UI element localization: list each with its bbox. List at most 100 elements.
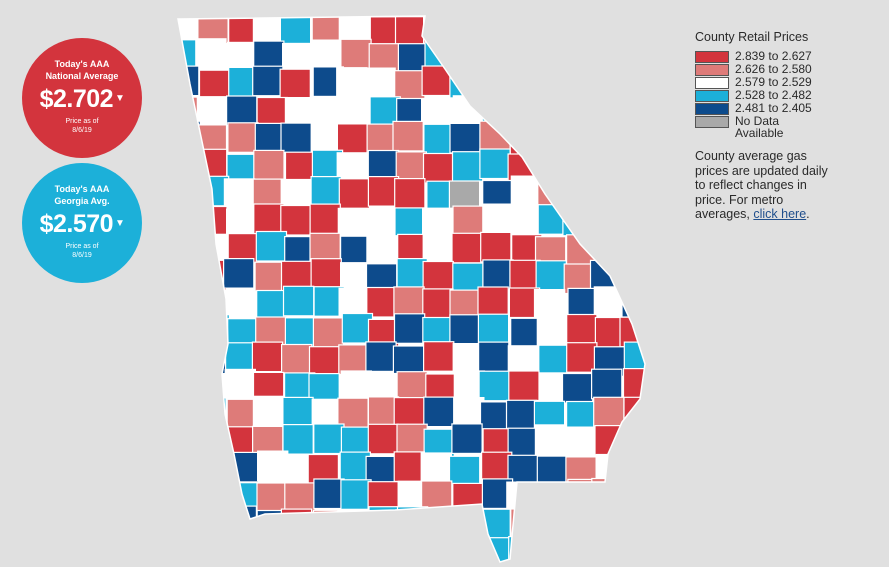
county-region[interactable] <box>252 395 285 427</box>
county-region[interactable] <box>173 180 204 211</box>
county-region[interactable] <box>618 42 650 74</box>
county-region[interactable] <box>337 397 369 429</box>
county-region[interactable] <box>452 95 485 126</box>
county-region[interactable] <box>228 534 261 564</box>
county-region[interactable] <box>536 122 569 153</box>
county-region[interactable] <box>479 401 512 432</box>
county-region[interactable] <box>482 259 514 290</box>
county-region[interactable] <box>367 423 400 455</box>
county-region[interactable] <box>337 207 370 239</box>
county-region[interactable] <box>308 373 340 404</box>
county-region[interactable] <box>620 92 650 124</box>
county-region[interactable] <box>536 317 569 348</box>
county-region[interactable] <box>534 424 567 455</box>
county-region[interactable] <box>310 176 342 207</box>
county-region[interactable] <box>535 260 567 291</box>
county-region[interactable] <box>566 342 598 373</box>
county-region[interactable] <box>590 205 622 236</box>
county-region[interactable] <box>337 510 369 541</box>
georgia-county-map[interactable] <box>170 14 650 564</box>
county-region[interactable] <box>227 122 259 153</box>
county-region[interactable] <box>170 287 200 319</box>
county-region[interactable] <box>199 455 232 487</box>
county-region[interactable] <box>506 43 539 75</box>
county-region[interactable] <box>392 120 424 152</box>
county-region[interactable] <box>394 207 426 238</box>
georgia-average-badge[interactable]: Today's AAA Georgia Avg. $2.570 ▼ Price a… <box>22 163 142 283</box>
county-region[interactable] <box>479 120 511 152</box>
county-region[interactable] <box>282 396 314 428</box>
county-region[interactable] <box>170 424 200 456</box>
county-region[interactable] <box>256 289 288 321</box>
county-region[interactable] <box>537 175 569 207</box>
county-region[interactable] <box>451 232 483 264</box>
county-region[interactable] <box>255 230 288 262</box>
county-region[interactable] <box>393 397 425 428</box>
county-region[interactable] <box>480 231 512 263</box>
county-region[interactable] <box>366 235 398 266</box>
county-region[interactable] <box>454 534 486 565</box>
county-region[interactable] <box>280 343 313 375</box>
county-region[interactable] <box>280 204 312 236</box>
county-region[interactable] <box>336 152 368 183</box>
county-region[interactable] <box>309 232 341 264</box>
county-region[interactable] <box>590 94 623 125</box>
county-region[interactable] <box>366 286 398 318</box>
county-region[interactable] <box>309 203 341 235</box>
county-region[interactable] <box>222 258 255 289</box>
county-region[interactable] <box>566 313 598 345</box>
county-region[interactable] <box>591 124 623 155</box>
county-region[interactable] <box>280 178 312 210</box>
county-region[interactable] <box>567 478 599 510</box>
county-region[interactable] <box>423 396 455 428</box>
county-region[interactable] <box>478 370 510 402</box>
county-region[interactable] <box>393 451 425 482</box>
county-region[interactable] <box>592 149 624 181</box>
county-region[interactable] <box>623 341 650 373</box>
county-region[interactable] <box>422 152 455 184</box>
county-region[interactable] <box>197 510 229 542</box>
county-region[interactable] <box>254 261 286 293</box>
county-region[interactable] <box>170 401 200 432</box>
county-region[interactable] <box>195 397 227 428</box>
county-region[interactable] <box>561 506 594 538</box>
county-region[interactable] <box>592 14 625 43</box>
county-region[interactable] <box>308 346 341 377</box>
county-region[interactable] <box>227 451 259 483</box>
county-region[interactable] <box>336 123 369 155</box>
county-region[interactable] <box>196 96 229 127</box>
county-region[interactable] <box>340 38 372 70</box>
county-region[interactable] <box>595 41 627 73</box>
county-region[interactable] <box>195 148 228 180</box>
county-region[interactable] <box>282 285 315 317</box>
county-region[interactable] <box>567 287 599 319</box>
county-region[interactable] <box>422 234 454 265</box>
county-region[interactable] <box>338 97 371 128</box>
county-region[interactable] <box>452 482 484 514</box>
county-region[interactable] <box>535 41 568 73</box>
county-region[interactable] <box>595 231 627 262</box>
county-region[interactable] <box>170 370 198 401</box>
county-region[interactable] <box>284 482 316 513</box>
county-region[interactable] <box>313 478 345 510</box>
county-region[interactable] <box>539 150 571 182</box>
county-region[interactable] <box>252 65 284 97</box>
county-region[interactable] <box>477 286 509 318</box>
county-region[interactable] <box>421 65 453 97</box>
county-region[interactable] <box>172 150 203 182</box>
county-region[interactable] <box>312 317 345 348</box>
county-region[interactable] <box>509 68 542 99</box>
county-region[interactable] <box>477 313 510 345</box>
county-region[interactable] <box>506 481 538 513</box>
county-region[interactable] <box>422 288 454 319</box>
county-region[interactable] <box>284 317 317 348</box>
county-region[interactable] <box>618 66 649 98</box>
county-region[interactable] <box>507 204 540 235</box>
county-region[interactable] <box>593 509 625 541</box>
county-region[interactable] <box>367 176 400 207</box>
county-region[interactable] <box>622 175 650 207</box>
county-region[interactable] <box>393 313 426 344</box>
county-region[interactable] <box>565 66 597 98</box>
county-region[interactable] <box>566 400 598 432</box>
county-region[interactable] <box>451 423 483 454</box>
